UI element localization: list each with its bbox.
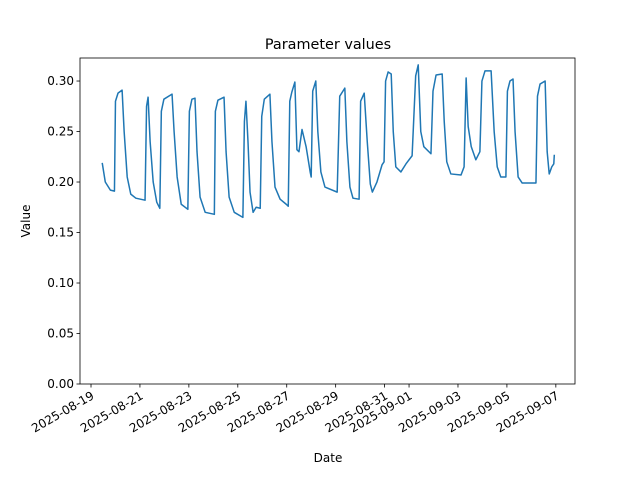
line-series [101, 64, 556, 219]
chart-title: Parameter values [265, 37, 391, 53]
y-tick-label: 0.00 [47, 377, 74, 391]
y-tick-label: 0.15 [47, 226, 74, 240]
plot-frame [79, 57, 576, 385]
y-tick-label: 0.20 [47, 175, 74, 189]
y-tick-label: 0.10 [47, 276, 74, 290]
y-tick-label: 0.05 [47, 327, 74, 341]
y-axis-label: Value [19, 205, 33, 238]
x-axis-label: Date [314, 451, 343, 465]
y-tick-label: 0.30 [47, 74, 74, 88]
y-tick-label: 0.25 [47, 125, 74, 139]
